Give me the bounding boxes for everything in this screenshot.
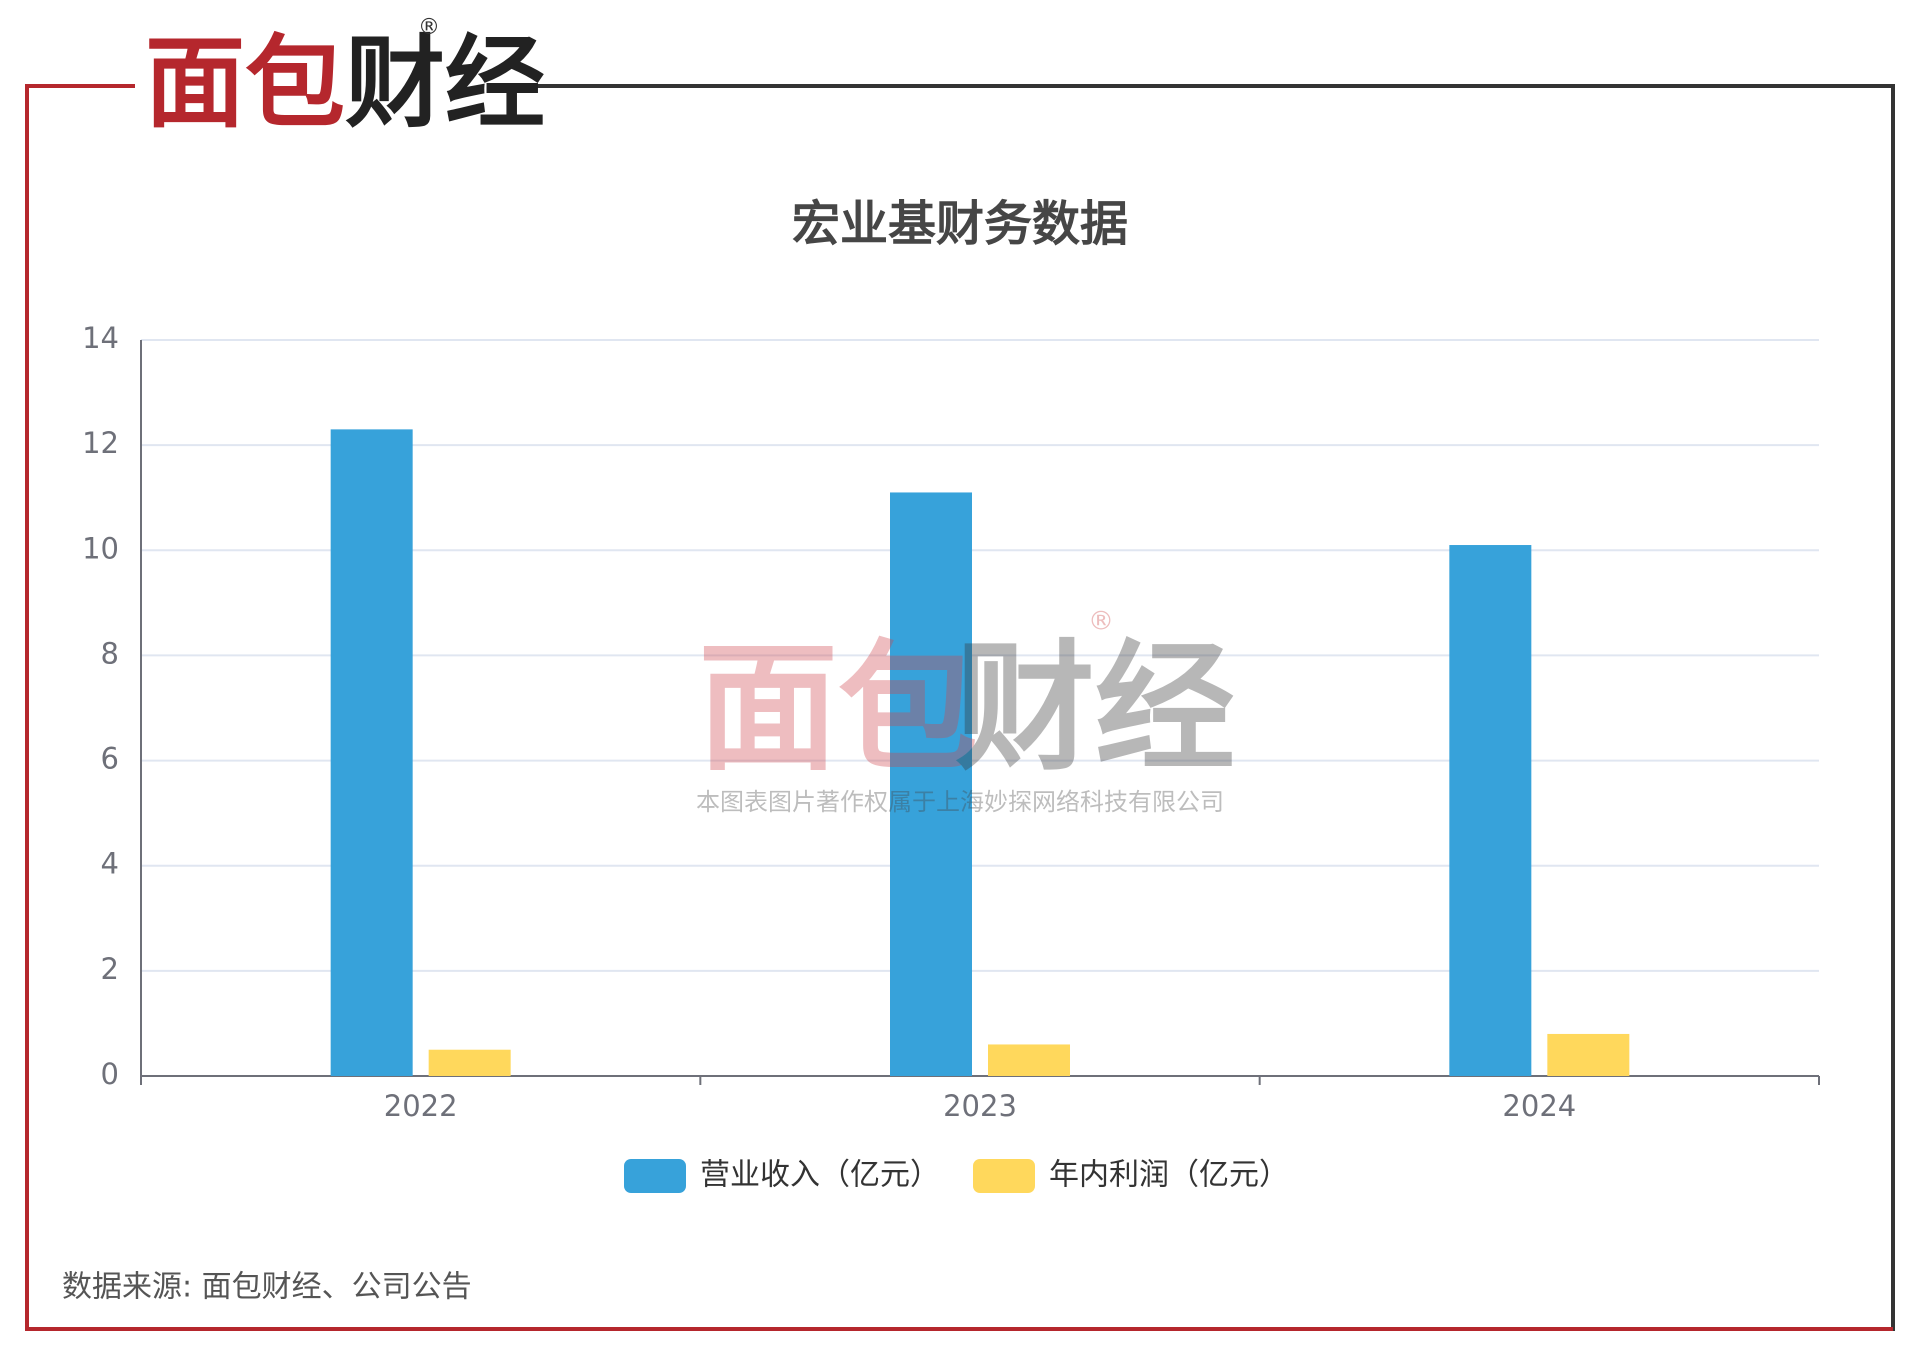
y-tick-label: 4 — [101, 847, 119, 881]
y-tick-label: 0 — [101, 1057, 119, 1091]
y-tick-label: 6 — [101, 742, 119, 776]
legend-swatch — [624, 1159, 686, 1193]
chart-title: 宏业基财务数据 — [792, 196, 1128, 252]
watermark-mark: ® — [1088, 607, 1114, 637]
watermark-part1: 面包 — [698, 628, 978, 791]
bar — [1547, 1033, 1630, 1076]
bar — [1449, 545, 1532, 1076]
y-tick-label: 2 — [101, 952, 119, 986]
legend-label: 营业收入（亿元） — [700, 1158, 940, 1193]
x-tick-label: 2022 — [384, 1089, 458, 1123]
logo-part1: 面包 — [145, 24, 345, 141]
legend-swatch — [973, 1159, 1035, 1193]
frame-accent — [25, 84, 1893, 1331]
bar — [890, 492, 972, 1076]
x-tick-label: 2024 — [1502, 1089, 1576, 1123]
logo-part2: 财经 — [345, 24, 545, 141]
legend-label: 年内利润（亿元） — [1049, 1158, 1289, 1193]
bar — [988, 1044, 1070, 1076]
y-tick-label: 10 — [82, 531, 119, 565]
plot-area: 0 2 4 6 8 10 12 14 2022 2023 2024 营业收入（亿元） 年内利润（亿元） — [82, 321, 1820, 1193]
y-tick-label: 8 — [101, 636, 119, 670]
bar — [330, 429, 413, 1076]
source-note: 数据来源: 面包财经、公司公告 — [62, 1270, 472, 1305]
bar — [428, 1049, 511, 1076]
y-tick-label: 14 — [82, 321, 119, 355]
y-tick-label: 12 — [82, 426, 119, 460]
x-tick-label: 2023 — [943, 1089, 1017, 1123]
logo-mark: ® — [418, 15, 440, 40]
watermark: 面包 财经 ® 本图表图片著作权属于上海妙探网络科技有限公司 — [696, 607, 1235, 817]
watermark-notice: 本图表图片著作权属于上海妙探网络科技有限公司 — [696, 788, 1224, 816]
watermark-part2: 财经 — [955, 628, 1235, 791]
